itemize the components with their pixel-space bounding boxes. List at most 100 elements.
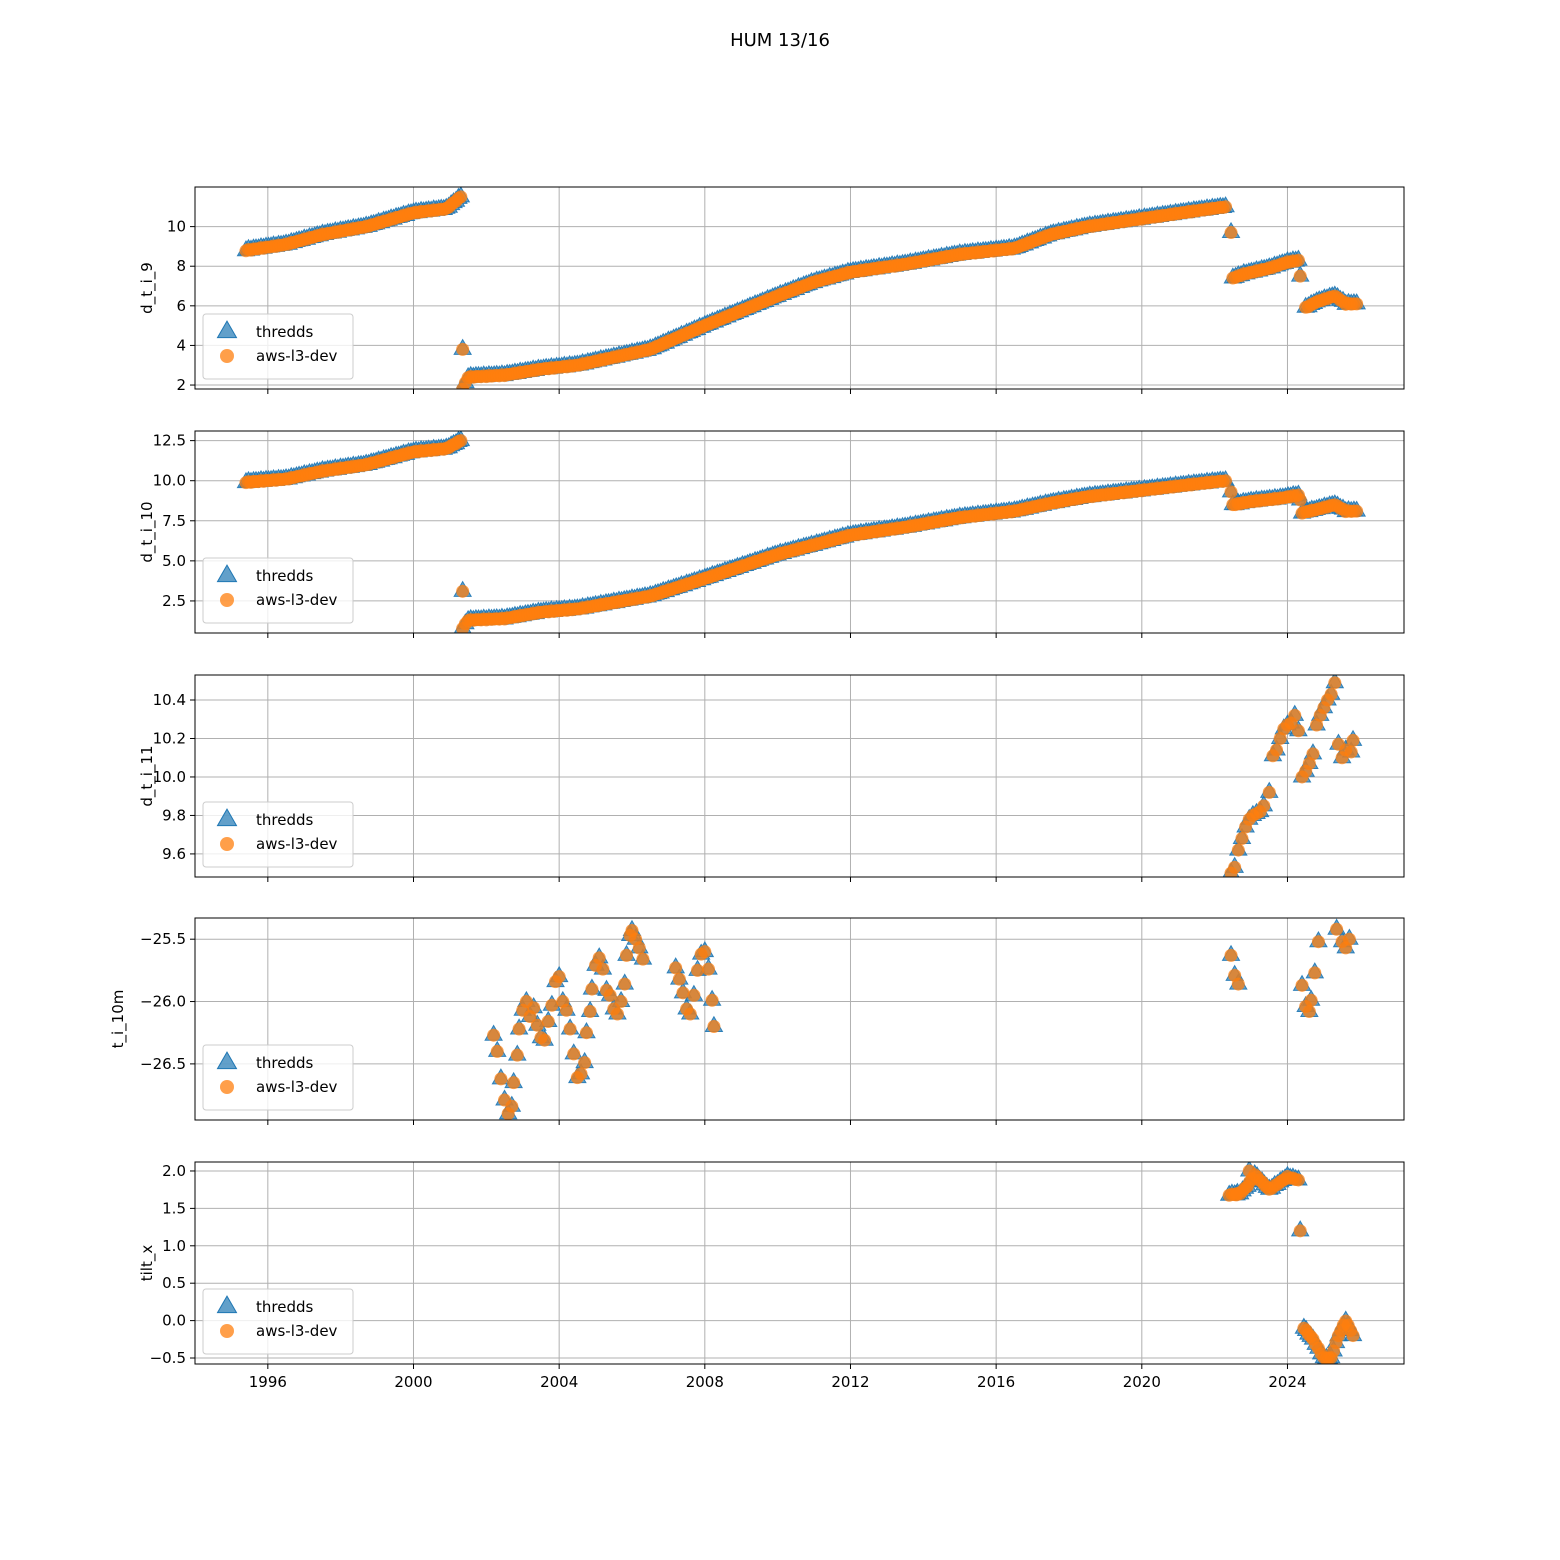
x-tick-label: 2020: [1123, 1373, 1161, 1391]
aws-marker: [1306, 747, 1319, 760]
aws-marker: [507, 1076, 520, 1089]
legend-aws-label: aws-l3-dev: [256, 835, 338, 853]
aws-marker: [1225, 949, 1238, 962]
aws-marker: [578, 1056, 591, 1069]
y-tick-label: 0.0: [162, 1312, 186, 1330]
aws-marker: [1303, 1005, 1316, 1018]
aws-marker: [1294, 270, 1307, 283]
y-tick-label: −26.5: [140, 1055, 186, 1073]
aws-marker: [676, 986, 689, 999]
aws-marker: [491, 1045, 504, 1058]
y-tick-label: −25.5: [140, 930, 186, 948]
legend-aws-label: aws-l3-dev: [256, 347, 338, 365]
aws-marker: [706, 994, 719, 1007]
aws-marker: [698, 945, 711, 958]
legend-aws-marker: [220, 349, 234, 363]
legend-aws-label: aws-l3-dev: [256, 591, 338, 609]
aws-marker: [687, 989, 700, 1002]
y-tick-label: −26.0: [140, 993, 186, 1011]
legend: thredds aws-l3-dev: [203, 1289, 353, 1354]
aws-marker: [604, 989, 617, 1002]
x-tick-label: 1996: [249, 1373, 287, 1391]
y-tick-label: 10.0: [153, 472, 186, 490]
y-tick-label: 9.6: [162, 845, 186, 863]
aws-marker: [1257, 799, 1270, 812]
aws-marker: [575, 1067, 588, 1080]
aws-marker: [1350, 505, 1363, 518]
aws-marker: [538, 1034, 551, 1047]
legend-thredds-label: thredds: [256, 1054, 313, 1072]
legend: thredds aws-l3-dev: [203, 314, 353, 379]
figure-title: HUM 13/16: [730, 30, 830, 51]
aws-marker: [553, 970, 566, 983]
y-tick-label: −0.5: [150, 1349, 186, 1367]
aws-marker: [456, 585, 469, 598]
legend-aws-marker: [220, 837, 234, 851]
legend-thredds-label: thredds: [256, 567, 313, 585]
aws-marker: [1232, 844, 1245, 857]
y-axis-label: d_t_i_9: [138, 262, 157, 314]
aws-marker: [1296, 979, 1309, 992]
aws-marker: [1305, 994, 1318, 1007]
aws-marker: [702, 963, 715, 976]
aws-marker: [1328, 676, 1341, 689]
legend: thredds aws-l3-dev: [203, 1045, 353, 1110]
aws-marker: [527, 1001, 540, 1014]
aws-marker: [1243, 1164, 1256, 1177]
aws-marker: [487, 1029, 500, 1042]
y-axis-label: d_t_i_10: [138, 501, 157, 562]
legend-aws-label: aws-l3-dev: [256, 1078, 338, 1096]
y-tick-label: 7.5: [162, 512, 186, 530]
aws-marker: [611, 1008, 624, 1021]
y-tick-label: 9.8: [162, 806, 186, 824]
aws-marker: [669, 961, 682, 974]
y-axis-label: d_t_i_11: [138, 745, 157, 806]
x-tick-label: 2000: [394, 1373, 432, 1391]
data-tilt_x: [1221, 1161, 1362, 1364]
aws-marker: [1225, 485, 1238, 498]
aws-marker: [1292, 1173, 1305, 1186]
aws-marker: [593, 951, 606, 964]
y-tick-label: 2: [176, 376, 186, 394]
aws-marker: [1292, 724, 1305, 737]
aws-marker: [1288, 709, 1301, 722]
panel-tilt_x: −0.5 0.0 0.5 1.0 1.5 2.0 1996 2000 2004 2008 2012 2…: [138, 1161, 1404, 1391]
axes-frame: [195, 1162, 1404, 1364]
aws-marker: [584, 1005, 597, 1018]
aws-marker: [564, 1022, 577, 1035]
aws-marker: [1330, 923, 1343, 936]
legend-aws-marker: [220, 593, 234, 607]
y-tick-label: 1.5: [162, 1199, 186, 1217]
aws-marker: [1294, 493, 1307, 506]
aws-marker: [633, 941, 646, 954]
aws-marker: [511, 1049, 524, 1062]
aws-marker: [454, 434, 467, 447]
aws-marker: [620, 949, 633, 962]
aws-marker: [560, 1004, 573, 1017]
x-tick-label: 2004: [540, 1373, 578, 1391]
legend-thredds-label: thredds: [256, 323, 313, 341]
legend: thredds aws-l3-dev: [203, 558, 353, 623]
aws-marker: [454, 190, 467, 203]
aws-marker: [1308, 966, 1321, 979]
aws-marker: [1230, 1188, 1243, 1201]
aws-marker: [1312, 935, 1325, 948]
aws-marker: [580, 1026, 593, 1039]
aws-marker: [1347, 734, 1360, 747]
data-d_t_i_9: [237, 187, 1365, 396]
aws-marker: [636, 953, 649, 966]
data-d_t_i_10: [237, 431, 1365, 635]
aws-marker: [542, 1015, 555, 1028]
aws-marker: [1219, 474, 1232, 487]
aws-marker: [1343, 933, 1356, 946]
y-tick-label: 2.0: [162, 1162, 186, 1180]
y-tick-label: 6: [176, 297, 186, 315]
data-d_t_i_11: [1223, 673, 1362, 880]
aws-marker: [1292, 254, 1305, 267]
legend-thredds-label: thredds: [256, 1298, 313, 1316]
